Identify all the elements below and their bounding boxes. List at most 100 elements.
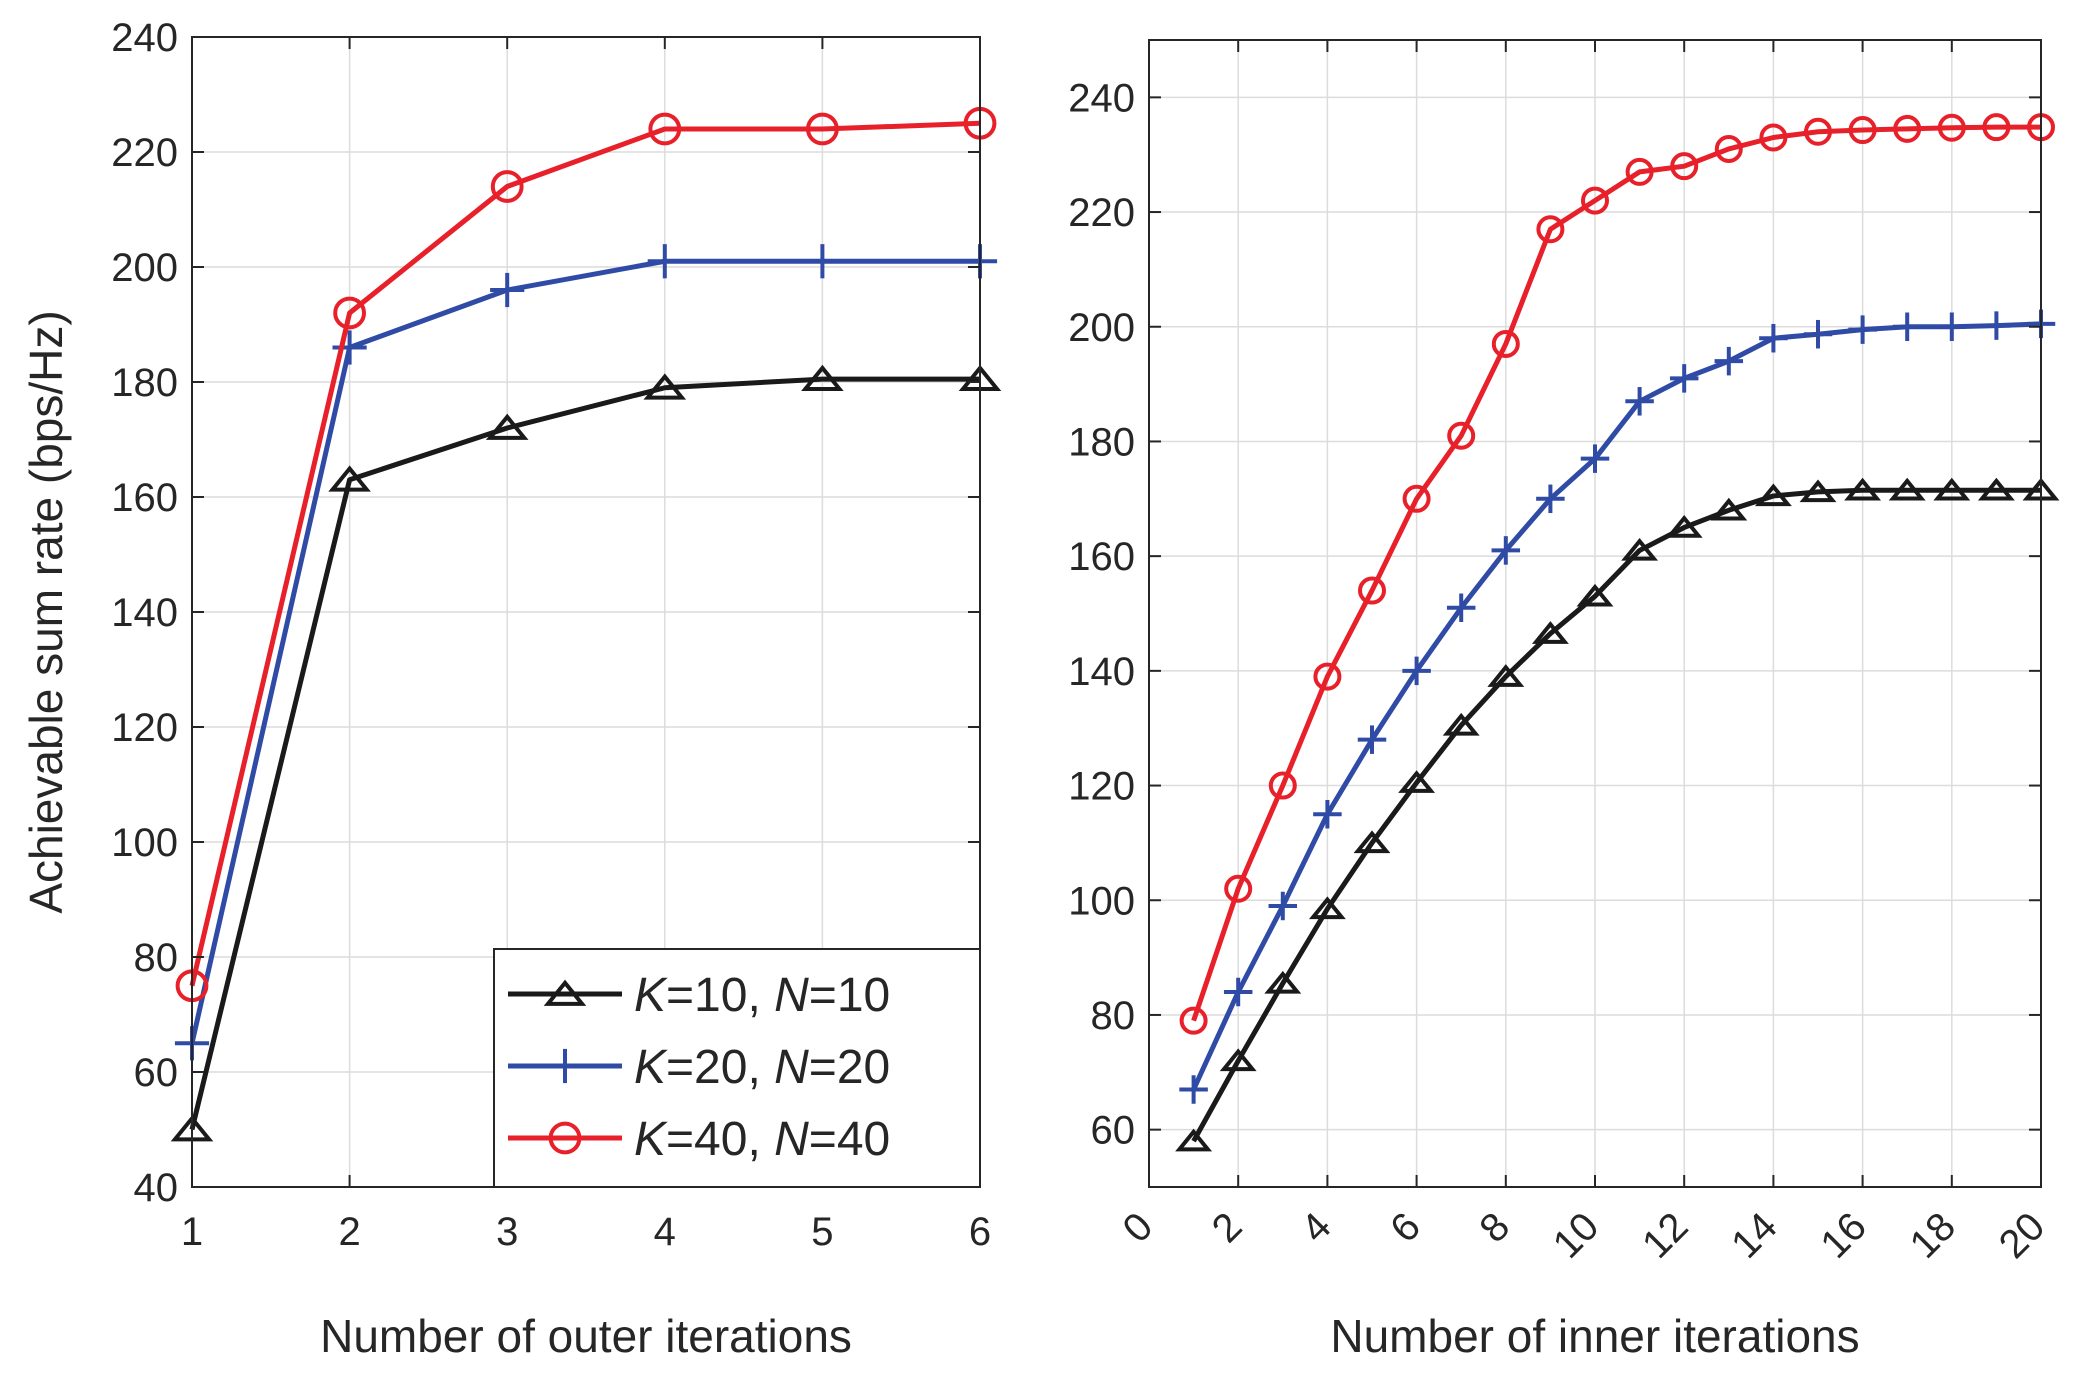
data-point bbox=[1223, 977, 1253, 1007]
series-3 bbox=[175, 106, 997, 1003]
data-point bbox=[1977, 477, 2015, 501]
series-line bbox=[189, 258, 980, 1044]
y-tick-label: 180 bbox=[111, 361, 178, 405]
legend-label-k-value: =10, bbox=[666, 969, 774, 1022]
axes bbox=[1148, 39, 2042, 1188]
data-point bbox=[1848, 315, 1877, 344]
data-point bbox=[1803, 319, 1833, 349]
series-line bbox=[1191, 124, 2041, 1022]
legend-label-k-value: =40, bbox=[666, 1113, 774, 1166]
y-tick-label: 160 bbox=[1068, 535, 1135, 579]
y-tick-label: 120 bbox=[1068, 765, 1135, 809]
left-chart: 1 2 3 4 5 6 40 60 80 100 120 140 160 180 200 220 240 Numb… bbox=[20, 16, 1002, 1362]
data-point bbox=[332, 330, 367, 365]
data-point bbox=[490, 272, 525, 308]
data-point bbox=[1982, 113, 2011, 142]
data-point bbox=[1937, 312, 1967, 341]
y-tick-label: 240 bbox=[111, 16, 178, 60]
x-tick-label: 12 bbox=[1634, 1204, 1697, 1267]
y-tick-label: 100 bbox=[111, 821, 178, 865]
data-point bbox=[490, 170, 524, 203]
legend-label-n-value: =20 bbox=[809, 1041, 890, 1094]
legend-label-k-value: =20, bbox=[666, 1041, 774, 1094]
y-tick-label: 120 bbox=[111, 706, 178, 750]
series-line bbox=[189, 120, 981, 987]
data-point bbox=[1982, 311, 2011, 340]
y-tick-label: 240 bbox=[1068, 76, 1135, 120]
legend-label-k: K bbox=[634, 969, 668, 1022]
x-tick-label: 20 bbox=[1991, 1204, 2054, 1267]
legend-label: K=40, N=40 bbox=[634, 1113, 890, 1166]
y-tick-label: 140 bbox=[111, 591, 178, 635]
data-point bbox=[328, 465, 371, 492]
x-tick-label: 8 bbox=[1471, 1204, 1518, 1251]
legend-label-n: N bbox=[774, 1041, 809, 1094]
y-tick-label: 60 bbox=[134, 1051, 179, 1095]
data-point bbox=[1179, 1075, 1208, 1104]
legend-marker bbox=[543, 979, 587, 1006]
y-tick-label: 220 bbox=[111, 131, 178, 175]
y-tick-label: 140 bbox=[1068, 650, 1135, 694]
data-point bbox=[1670, 152, 1699, 181]
y-tick-label: 80 bbox=[1091, 994, 1136, 1038]
legend-label-n-value: =40 bbox=[809, 1113, 890, 1166]
data-point bbox=[1888, 477, 1926, 501]
data-point bbox=[1665, 515, 1703, 538]
data-point bbox=[1179, 1006, 1208, 1035]
data-point bbox=[1714, 134, 1743, 163]
legend-marker bbox=[547, 1048, 583, 1084]
x-tick-label: 0 bbox=[1115, 1204, 1162, 1251]
legend-label: K=20, N=20 bbox=[634, 1041, 890, 1094]
data-point bbox=[1308, 896, 1346, 920]
data-point bbox=[1442, 712, 1480, 736]
x-tick-label: 1 bbox=[181, 1210, 203, 1254]
data-point bbox=[1893, 114, 1922, 143]
y-axis-label: Achievable sum rate (bps/Hz) bbox=[20, 310, 72, 913]
data-point bbox=[1759, 323, 1788, 353]
data-point bbox=[1710, 497, 1748, 521]
y-tick-label: 80 bbox=[134, 936, 179, 980]
y-tick-label: 60 bbox=[1091, 1109, 1136, 1153]
x-tick-label: 6 bbox=[969, 1210, 991, 1254]
data-point bbox=[1848, 116, 1877, 145]
legend-item-3: K=40, N=40 bbox=[508, 1113, 890, 1166]
data-point bbox=[1621, 537, 1659, 561]
data-point bbox=[1531, 621, 1569, 644]
data-point bbox=[1754, 483, 1792, 507]
data-point bbox=[805, 244, 840, 279]
x-axis-label: Number of outer iterations bbox=[320, 1310, 852, 1362]
y-tick-label: 160 bbox=[111, 476, 178, 520]
data-point bbox=[1625, 157, 1654, 186]
data-point bbox=[1844, 477, 1882, 501]
data-point bbox=[1447, 421, 1476, 450]
data-point bbox=[1933, 477, 1971, 501]
data-point bbox=[1353, 830, 1391, 854]
legend-item-1: K=10, N=10 bbox=[508, 969, 890, 1022]
data-point bbox=[1576, 583, 1614, 607]
legend-marker bbox=[548, 1121, 582, 1155]
y-tick-label: 40 bbox=[134, 1166, 179, 1210]
data-point bbox=[1313, 799, 1342, 829]
data-point bbox=[1358, 576, 1386, 605]
legend-label: K=10, N=10 bbox=[634, 969, 890, 1022]
data-point bbox=[1264, 970, 1302, 994]
x-tick-label: 14 bbox=[1723, 1204, 1786, 1267]
data-point bbox=[1804, 117, 1832, 146]
x-tick-label: 16 bbox=[1812, 1204, 1875, 1267]
x-tick-label: 4 bbox=[1293, 1204, 1340, 1251]
legend-label-k: K bbox=[634, 1113, 668, 1166]
x-tick-label: 18 bbox=[1902, 1204, 1965, 1267]
data-point bbox=[1175, 1128, 1213, 1152]
data-point bbox=[333, 296, 367, 330]
data-point bbox=[1402, 484, 1431, 513]
data-point bbox=[1224, 874, 1253, 903]
data-point bbox=[647, 244, 682, 279]
data-point bbox=[1446, 593, 1476, 623]
data-point bbox=[1580, 444, 1610, 473]
data-point bbox=[1892, 312, 1922, 341]
data-point bbox=[1491, 329, 1520, 358]
data-point bbox=[1268, 891, 1298, 921]
legend-label-n: N bbox=[774, 1113, 809, 1166]
series-2 bbox=[1179, 309, 2056, 1104]
data-point bbox=[1357, 725, 1387, 754]
